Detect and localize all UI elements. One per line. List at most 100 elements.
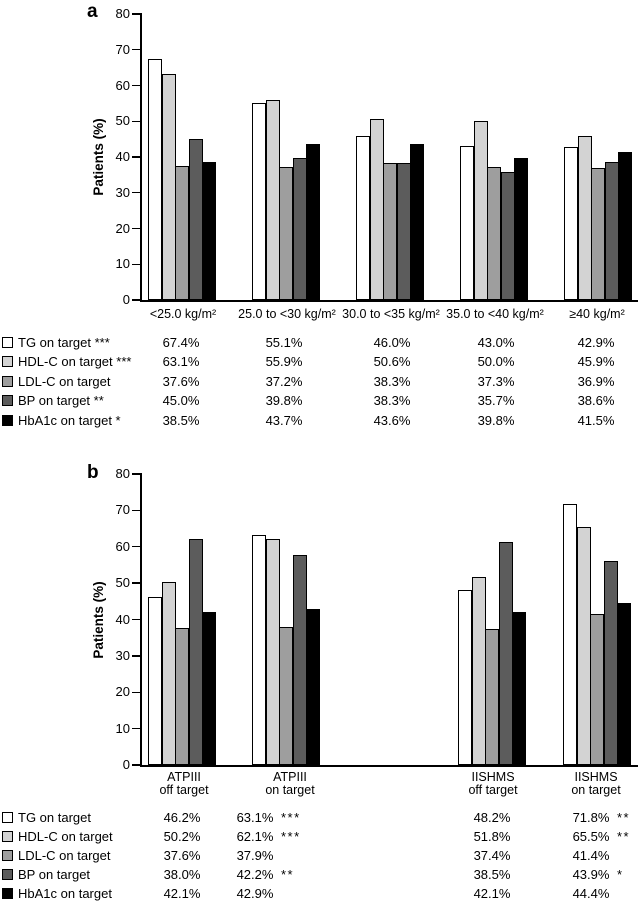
table-value-text: 36.9% — [577, 374, 615, 389]
bar-ldl-c-on-target — [279, 627, 293, 765]
legend-swatch — [2, 850, 13, 861]
table-value-text: 50.2% — [163, 829, 201, 844]
bar-hba1c-on-target — [512, 611, 526, 765]
bar-ldl-c-on-target — [485, 628, 499, 765]
category-label-line: off target — [159, 783, 209, 797]
table-value-text: 37.2% — [265, 374, 303, 389]
table-value: 48.2% — [442, 810, 542, 826]
table-value-text: 43.9% — [572, 867, 610, 882]
bar-ldl-c-on-target — [590, 614, 604, 765]
y-tick-label: 30 — [115, 647, 130, 663]
table-value: 38.5% — [131, 413, 231, 429]
y-tick-label: 10 — [115, 720, 130, 736]
bar-hdl-c-on-target — [161, 582, 176, 765]
significance-asterisks: ** — [617, 829, 631, 844]
significance-asterisks: *** — [281, 810, 301, 825]
y-tick-mark — [132, 84, 140, 87]
legend-label: HDL-C on target — [18, 829, 113, 844]
x-axis-line — [140, 765, 638, 767]
legend-label: TG on target — [18, 810, 91, 825]
table-value: 42.2% ** — [205, 867, 305, 883]
y-tick-mark — [132, 227, 140, 230]
significance-asterisks: ** — [617, 810, 631, 825]
table-value: 37.9% — [205, 848, 305, 864]
bar-hba1c-on-target — [617, 603, 631, 765]
y-tick-label: 60 — [115, 77, 130, 93]
category-label-line: ATPIII — [273, 770, 307, 784]
table-value-text: 38.0% — [163, 867, 201, 882]
legend-swatch — [2, 356, 13, 367]
table-value: 42.1% — [442, 886, 542, 902]
bar-ldl-c-on-target — [175, 628, 189, 765]
legend-swatch — [2, 395, 13, 406]
y-tick-mark — [132, 691, 140, 693]
bar-hdl-c-on-target — [471, 576, 486, 765]
y-tick-label: 60 — [115, 538, 130, 554]
table-value: 65.5% ** — [541, 829, 640, 845]
y-tick-label: 70 — [115, 502, 130, 518]
bar-tg-on-target — [563, 503, 577, 765]
y-tick-mark — [132, 120, 140, 122]
y-tick-mark — [132, 546, 140, 548]
table-value-text: 63.1% — [162, 354, 200, 369]
y-tick-mark — [132, 49, 140, 51]
table-value-text: 62.1% — [236, 829, 274, 844]
table-value: 38.5% — [442, 867, 542, 883]
category-label-line: off target — [468, 783, 518, 797]
table-value-text: 51.8% — [473, 829, 511, 844]
category-label: ATPIII off target — [104, 771, 264, 797]
y-tick-mark — [132, 618, 140, 621]
legend-swatch — [2, 415, 13, 426]
table-value: 42.9% — [546, 335, 640, 351]
y-tick-mark — [132, 299, 140, 301]
table-value: 46.2% — [132, 810, 232, 826]
table-value-text: 38.5% — [162, 413, 200, 428]
category-label-line: IISHMS — [574, 770, 618, 784]
table-value: 43.7% — [234, 413, 334, 429]
legend-swatch — [2, 888, 13, 899]
table-value: 38.6% — [546, 393, 640, 409]
y-tick-mark — [132, 582, 140, 584]
table-value-text: 38.3% — [373, 374, 411, 389]
x-axis-line — [140, 300, 638, 302]
table-value-text: 37.9% — [236, 848, 274, 863]
bar-hba1c-on-target — [514, 157, 528, 300]
y-axis-line — [140, 13, 142, 301]
bar-tg-on-target — [148, 596, 162, 765]
bar-hba1c-on-target — [618, 151, 632, 300]
bar-bp-on-target — [498, 542, 513, 765]
table-value-text: 46.0% — [373, 335, 411, 350]
legend-label: LDL-C on target — [18, 374, 111, 389]
table-value-text: 41.4% — [572, 848, 610, 863]
table-value: 43.0% — [446, 335, 546, 351]
legend-swatch — [2, 831, 13, 842]
table-value: 39.8% — [234, 393, 334, 409]
bar-tg-on-target — [252, 535, 266, 765]
y-tick-mark — [132, 263, 140, 265]
table-value-text: 39.8% — [477, 413, 515, 428]
legend-label: BP on target — [18, 867, 91, 882]
table-value: 63.1% — [131, 354, 231, 370]
significance-asterisks: ** — [281, 867, 295, 882]
legend-label: TG on target *** — [18, 335, 110, 350]
table-value: 42.1% — [132, 886, 232, 902]
table-value-text: 55.1% — [265, 335, 303, 350]
table-value-text: 71.8% — [572, 810, 610, 825]
y-tick-label: 70 — [115, 41, 130, 57]
legend-label: LDL-C on target — [18, 848, 111, 863]
bar-bp-on-target — [188, 538, 203, 765]
category-label-line: on target — [571, 783, 621, 797]
table-value-text: 44.4% — [572, 886, 610, 901]
table-value: 38.3% — [342, 393, 442, 409]
y-tick-mark — [132, 655, 140, 657]
table-value: 37.6% — [131, 374, 231, 390]
y-tick-label: 30 — [115, 184, 130, 200]
table-value-text: 46.2% — [163, 810, 201, 825]
legend-label: HbA1c on target * — [18, 413, 121, 428]
table-value-text: 38.3% — [373, 393, 411, 408]
y-tick-mark — [132, 509, 140, 512]
table-value-text: 50.0% — [477, 354, 515, 369]
table-value: 63.1% *** — [205, 810, 305, 826]
panel-a-letter: a — [87, 1, 98, 22]
